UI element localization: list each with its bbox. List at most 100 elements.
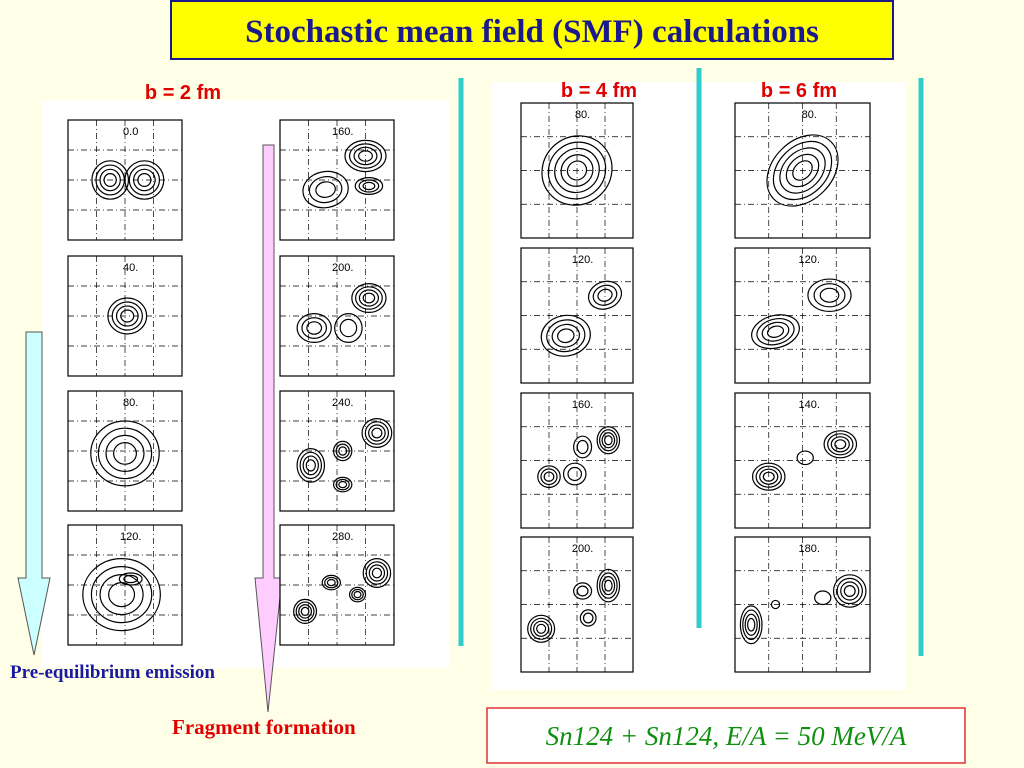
time-label: 80. bbox=[123, 397, 138, 409]
contour bbox=[543, 471, 555, 482]
contour bbox=[321, 574, 342, 591]
contour bbox=[118, 572, 143, 586]
contour bbox=[90, 420, 160, 487]
arrow bbox=[254, 144, 283, 713]
contour bbox=[364, 421, 390, 445]
group-label: b = 4 fm bbox=[561, 80, 637, 102]
contour bbox=[827, 433, 854, 456]
contour bbox=[326, 578, 336, 587]
title: Stochastic mean field (SMF) calculations bbox=[245, 14, 819, 50]
time-label: 180. bbox=[799, 543, 820, 555]
contour bbox=[832, 574, 867, 608]
contour bbox=[95, 164, 125, 196]
contour bbox=[365, 561, 389, 585]
contour bbox=[766, 134, 839, 207]
contour bbox=[335, 478, 350, 491]
contour bbox=[339, 318, 358, 338]
contour bbox=[530, 617, 553, 640]
contour bbox=[762, 471, 775, 482]
contour bbox=[338, 480, 348, 489]
contour bbox=[97, 427, 153, 480]
contour bbox=[82, 557, 161, 632]
contour bbox=[368, 424, 386, 442]
time-label: 280. bbox=[332, 531, 353, 543]
annotation: Pre-equilibrium emission bbox=[10, 662, 215, 683]
contour bbox=[124, 160, 165, 200]
contour bbox=[592, 284, 618, 306]
contour bbox=[541, 135, 613, 206]
contour bbox=[105, 434, 145, 472]
contour bbox=[766, 325, 785, 338]
contour bbox=[599, 572, 618, 599]
time-label: 120. bbox=[799, 254, 820, 266]
contour bbox=[296, 313, 332, 344]
group-label: b = 2 fm bbox=[145, 82, 221, 104]
contour bbox=[796, 450, 814, 466]
time-label: 200. bbox=[332, 262, 353, 274]
contour bbox=[551, 323, 581, 348]
contour bbox=[536, 623, 547, 634]
contour bbox=[756, 317, 795, 346]
contour bbox=[751, 462, 786, 491]
contour bbox=[537, 465, 561, 489]
contour bbox=[332, 440, 353, 462]
contour bbox=[348, 586, 367, 603]
time-label: 240. bbox=[332, 397, 353, 409]
contour bbox=[362, 181, 376, 191]
time-label: 80. bbox=[575, 109, 590, 121]
contour bbox=[103, 173, 117, 188]
contour bbox=[599, 429, 618, 452]
panels: 0.0 40. 80. 120. 160. 200. 240. 280. 80. 120. 160.… bbox=[67, 102, 871, 673]
contour bbox=[111, 301, 143, 331]
contour bbox=[819, 287, 840, 303]
contour bbox=[596, 426, 621, 455]
contour bbox=[301, 317, 328, 339]
contour bbox=[355, 286, 383, 310]
contour bbox=[358, 289, 380, 307]
contour bbox=[334, 313, 363, 344]
contour bbox=[120, 309, 135, 323]
contour bbox=[348, 143, 383, 169]
time-label: 160. bbox=[572, 399, 593, 411]
time-label: 0.0 bbox=[123, 126, 138, 138]
contour bbox=[302, 455, 319, 476]
contour bbox=[823, 430, 858, 459]
contour bbox=[560, 154, 594, 187]
contour bbox=[557, 328, 575, 344]
contour bbox=[601, 432, 616, 449]
contour bbox=[546, 319, 586, 353]
contour bbox=[576, 585, 589, 597]
contour bbox=[315, 181, 336, 198]
contour bbox=[296, 448, 326, 483]
contour bbox=[123, 574, 139, 584]
time-label: 120. bbox=[120, 531, 141, 543]
time-label: 80. bbox=[802, 109, 817, 121]
contour bbox=[744, 613, 758, 636]
contour bbox=[527, 614, 556, 643]
arrow bbox=[17, 331, 51, 656]
contour bbox=[299, 451, 323, 480]
contour bbox=[306, 321, 323, 335]
contour bbox=[755, 465, 782, 488]
contour bbox=[371, 427, 383, 439]
contour bbox=[128, 164, 161, 196]
contour bbox=[540, 314, 591, 357]
annotation: Sn124 + Sn124, E/A = 50 MeV/A bbox=[546, 721, 907, 751]
contour bbox=[344, 139, 387, 173]
contour bbox=[99, 573, 144, 616]
contour bbox=[295, 601, 315, 622]
contour bbox=[332, 476, 353, 493]
contour bbox=[566, 160, 588, 181]
contour bbox=[99, 168, 121, 192]
contour bbox=[368, 564, 386, 582]
contour bbox=[596, 568, 621, 603]
contour bbox=[308, 176, 343, 204]
contour bbox=[554, 147, 600, 194]
contour bbox=[836, 577, 863, 605]
contour bbox=[604, 579, 613, 592]
contour bbox=[601, 575, 616, 596]
contour bbox=[834, 439, 847, 450]
contour bbox=[739, 605, 763, 645]
